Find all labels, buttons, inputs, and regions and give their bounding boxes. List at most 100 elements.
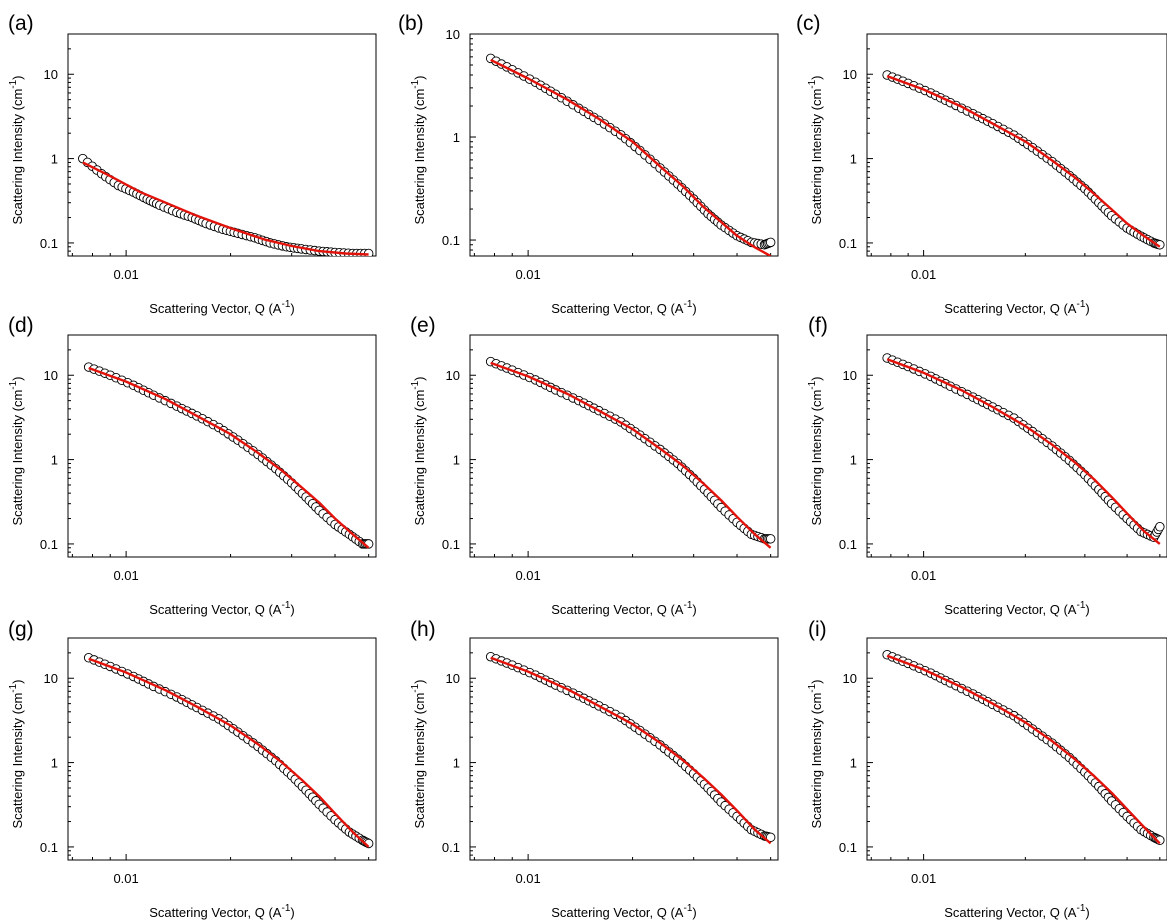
x-axis-label: Scattering Vector, Q (A-1) (551, 299, 696, 316)
y-axis-label: Scattering Intensity (cm-1) (410, 679, 427, 828)
y-tick-label: 10 (44, 368, 58, 383)
plot-frame (67, 33, 377, 257)
y-tick-label: 1 (850, 756, 857, 771)
y-axis-label: Scattering Intensity (cm-1) (807, 679, 824, 828)
x-tick-label: 0.01 (113, 267, 138, 282)
y-axis-label: Scattering Intensity (cm-1) (807, 376, 824, 525)
plot-area (485, 53, 776, 256)
x-tick-label: 0.01 (911, 568, 936, 583)
chart-panel-i: (i) 0.1 1 10 0.01 Scattering Vector, Q (A-1) S… (807, 618, 1167, 920)
y-tick-label: 0.1 (40, 840, 58, 855)
plot-frame (866, 33, 1167, 257)
plot-frame (866, 637, 1167, 861)
x-axis-label: Scattering Vector, Q (A-1) (944, 600, 1089, 617)
fit-curve (88, 366, 370, 549)
y-tick-label: 0.1 (839, 236, 857, 251)
plot-frame (866, 334, 1167, 558)
x-axis-label: Scattering Vector, Q (A-1) (149, 299, 294, 316)
plot-area (83, 652, 374, 849)
chart-panel-d: (d) 0.1 1 10 0.01 Scattering Vector, Q (A-1) S… (8, 314, 377, 617)
chart-panel-f: (f) 0.1 1 10 0.01 Scattering Vector, Q (A-1) S… (807, 314, 1167, 617)
y-axis-label: Scattering Intensity (cm-1) (410, 376, 427, 525)
chart-panel-e: (e) 0.1 1 10 0.01 Scattering Vector, Q (A-1) S… (410, 314, 779, 617)
y-tick-label: 1 (850, 453, 857, 468)
y-axis-label: Scattering Intensity (cm-1) (8, 376, 25, 525)
y-tick-label: 10 (44, 67, 58, 82)
y-tick-label: 10 (843, 671, 857, 686)
y-tick-label: 1 (453, 756, 460, 771)
fit-curve (490, 656, 772, 845)
plot-frame (469, 33, 779, 257)
x-tick-label: 0.01 (515, 267, 540, 282)
x-tick-label: 0.01 (911, 267, 936, 282)
x-axis-label: Scattering Vector, Q (A-1) (551, 600, 696, 617)
plot-area (882, 649, 1165, 846)
chart-panel-c: (c) 0.1 1 10 0.01 Scattering Vector, Q (A-1) S… (796, 12, 1167, 316)
panel-label: (c) (796, 12, 821, 35)
y-tick-label: 10 (446, 368, 460, 383)
fit-curve (886, 358, 1161, 545)
panel-label: (e) (410, 314, 436, 337)
y-tick-label: 1 (51, 152, 58, 167)
plot-frame (67, 637, 377, 861)
chart-panel-g: (g) 0.1 1 10 0.01 Scattering Vector, Q (A-1) S… (8, 618, 377, 920)
panel-label: (b) (398, 12, 424, 35)
fit-curve (88, 657, 370, 848)
panel-label: (f) (808, 314, 828, 337)
chart-panel-b: (b) 0.1 1 10 0.01 Scattering Vector, Q (A-1) S… (398, 12, 779, 316)
y-tick-label: 10 (843, 67, 857, 82)
plot-area (485, 651, 776, 845)
y-tick-label: 1 (453, 130, 460, 145)
panel-label: (g) (8, 618, 34, 641)
y-tick-label: 10 (44, 671, 58, 686)
plot-area (882, 353, 1165, 545)
plot-area (78, 153, 374, 256)
data-point (765, 832, 776, 843)
y-axis-label: Scattering Intensity (cm-1) (8, 679, 25, 828)
panel-label: (d) (8, 314, 34, 337)
y-axis-label: Scattering Intensity (cm-1) (8, 75, 25, 224)
y-tick-label: 1 (51, 453, 58, 468)
x-tick-label: 0.01 (911, 871, 936, 886)
panel-label: (a) (8, 12, 34, 35)
x-tick-label: 0.01 (113, 871, 138, 886)
x-axis-label: Scattering Vector, Q (A-1) (944, 903, 1089, 920)
x-axis-label: Scattering Vector, Q (A-1) (944, 299, 1089, 316)
chart-panel-h: (h) 0.1 1 10 0.01 Scattering Vector, Q (A-1) S… (410, 618, 779, 920)
y-axis-label: Scattering Intensity (cm-1) (807, 75, 824, 224)
y-tick-label: 0.1 (40, 537, 58, 552)
plot-frame (469, 334, 779, 558)
data-point (765, 534, 776, 544)
y-tick-label: 0.1 (839, 840, 857, 855)
y-tick-label: 10 (446, 671, 460, 686)
data-point (765, 237, 776, 248)
plot-area (882, 70, 1165, 250)
y-tick-label: 0.1 (442, 840, 460, 855)
plot-area (485, 356, 776, 549)
x-tick-label: 0.01 (515, 568, 540, 583)
panel-label: (h) (410, 618, 436, 641)
y-tick-label: 0.1 (442, 233, 460, 248)
fit-curve (82, 161, 369, 256)
y-tick-label: 0.1 (40, 236, 58, 251)
y-axis-label: Scattering Intensity (cm-1) (410, 75, 427, 224)
x-axis-label: Scattering Vector, Q (A-1) (149, 600, 294, 617)
x-axis-label: Scattering Vector, Q (A-1) (149, 903, 294, 920)
data-point (1155, 521, 1165, 532)
fit-curve (490, 58, 772, 256)
panel-label: (i) (808, 618, 827, 641)
y-tick-label: 10 (446, 27, 460, 42)
y-tick-label: 0.1 (442, 537, 460, 552)
y-tick-label: 10 (843, 368, 857, 383)
chart-panel-a: (a) 0.1 1 10 0.01 Scattering Vector, Q (A-1) S… (8, 12, 377, 316)
x-tick-label: 0.01 (113, 568, 138, 583)
fit-curve (490, 361, 772, 549)
y-tick-label: 1 (850, 152, 857, 167)
x-tick-label: 0.01 (515, 871, 540, 886)
fit-curve (886, 654, 1161, 845)
y-tick-label: 1 (51, 756, 58, 771)
y-tick-label: 0.1 (839, 537, 857, 552)
plot-frame (469, 637, 779, 861)
plot-area (83, 362, 374, 549)
